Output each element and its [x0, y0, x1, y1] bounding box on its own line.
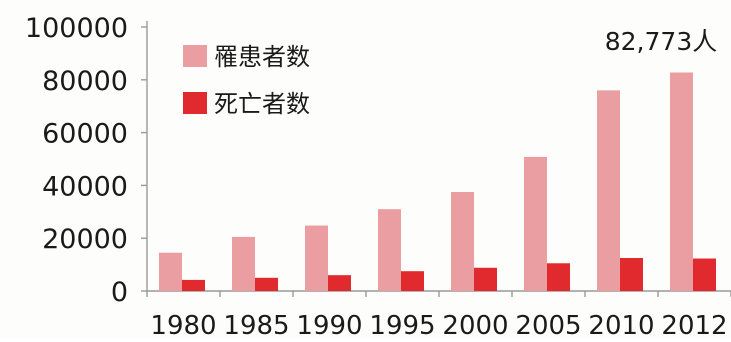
bar-cases-2005 — [524, 156, 547, 291]
bar-deaths-2010 — [620, 258, 643, 291]
bar-deaths-2012 — [693, 258, 716, 291]
bar-cases-2010 — [597, 90, 620, 291]
y-tick-label: 60000 — [42, 119, 128, 150]
bar-deaths-1985 — [255, 277, 278, 291]
x-axis: 1980 1985 1990 1995 2000 2005 2010 2012 — [146, 290, 731, 341]
y-tick-label: 80000 — [42, 66, 128, 97]
y-tick-label: 100000 — [25, 13, 128, 44]
bar-deaths-1980 — [182, 279, 205, 291]
annotation-total-cases: 82,773人 — [605, 27, 717, 56]
bar-deaths-1990 — [328, 275, 351, 291]
bar-cases-1985 — [232, 236, 255, 291]
bar-cases-1990 — [305, 225, 328, 291]
x-tick-label: 2012 — [661, 311, 727, 338]
legend-swatch-deaths — [183, 92, 207, 114]
x-tick-label: 1990 — [296, 311, 362, 338]
bar-cases-2012 — [670, 72, 693, 291]
bar-deaths-1995 — [401, 271, 424, 291]
bar-deaths-2000 — [474, 267, 497, 291]
bar-cases-1995 — [378, 209, 401, 291]
x-tick-label: 2010 — [588, 311, 654, 338]
bar-deaths-2005 — [547, 263, 570, 291]
bars-group — [159, 72, 716, 291]
y-tick-label: 0 — [111, 277, 128, 308]
legend-swatch-cases — [183, 45, 207, 67]
x-tick-label: 1995 — [369, 311, 435, 338]
x-tick-label: 1985 — [223, 311, 289, 338]
y-tick-label: 40000 — [42, 171, 128, 202]
x-tick-label: 2005 — [515, 311, 581, 338]
y-tick-label: 20000 — [42, 224, 128, 255]
y-axis: 0 20000 40000 60000 80000 100000 — [25, 13, 148, 308]
x-tick-label: 2000 — [442, 311, 508, 338]
legend-label-deaths: 死亡者数 — [214, 90, 310, 118]
legend-label-cases: 罹患者数 — [214, 43, 310, 71]
bar-cases-1980 — [159, 252, 182, 291]
x-tick-label: 1980 — [150, 311, 216, 338]
bar-cases-2000 — [451, 192, 474, 291]
